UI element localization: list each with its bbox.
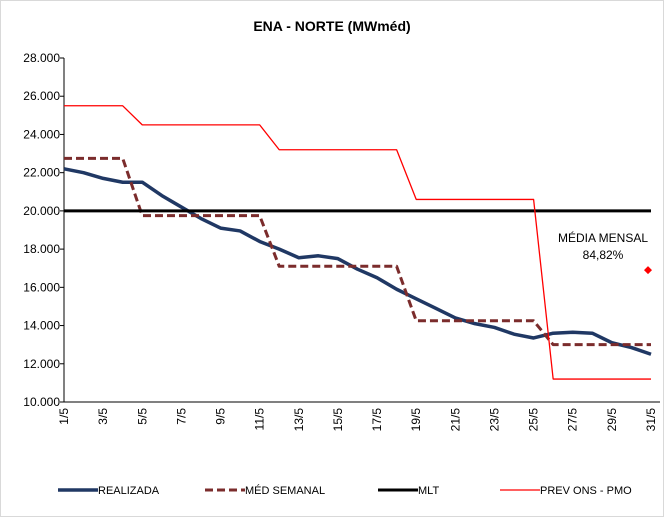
legend-label: REALIZADA: [98, 485, 160, 497]
x-tick-label: 9/5: [214, 408, 228, 425]
x-tick-label: 31/5: [644, 408, 658, 432]
x-tick-label: 7/5: [174, 408, 188, 425]
y-tick-label: 12.000: [23, 357, 60, 371]
chart-title: ENA - NORTE (MWméd): [253, 18, 410, 34]
annotation-marker: [644, 266, 652, 275]
x-tick-label: 13/5: [292, 408, 306, 432]
series-line: [63, 167, 652, 356]
x-tick-label: 23/5: [487, 408, 501, 432]
x-tick-label: 27/5: [566, 408, 580, 432]
y-tick-label: 16.000: [23, 280, 60, 294]
x-tick-label: 11/5: [253, 408, 267, 431]
x-tick-label: 15/5: [331, 408, 345, 432]
x-tick-label: 25/5: [527, 408, 541, 432]
annotation-text: MÉDIA MENSAL: [558, 230, 648, 245]
y-tick-label: 28.000: [23, 51, 60, 65]
x-tick-label: 17/5: [370, 408, 384, 432]
y-tick-label: 24.000: [23, 127, 60, 141]
y-tick-label: 20.000: [23, 204, 60, 218]
x-tick-label: 5/5: [135, 408, 149, 425]
x-tick-label: 29/5: [605, 408, 619, 432]
y-tick-label: 10.000: [23, 395, 60, 409]
x-tick-label: 3/5: [96, 408, 110, 425]
series-line: [64, 156, 651, 347]
x-tick-label: 21/5: [448, 408, 462, 432]
y-tick-label: 26.000: [23, 89, 60, 103]
x-tick-label: 19/5: [409, 408, 423, 432]
legend-label: MLT: [418, 485, 439, 497]
series-line: [64, 105, 651, 380]
x-tick-label: 1/5: [57, 408, 71, 425]
annotation-text: 84,82%: [583, 248, 624, 262]
y-tick-label: 14.000: [23, 319, 60, 333]
legend-label: MÉD SEMANAL: [245, 484, 325, 497]
y-tick-label: 18.000: [23, 242, 60, 256]
legend-label: PREV ONS - PMO: [540, 485, 632, 497]
y-tick-label: 22.000: [23, 166, 60, 180]
